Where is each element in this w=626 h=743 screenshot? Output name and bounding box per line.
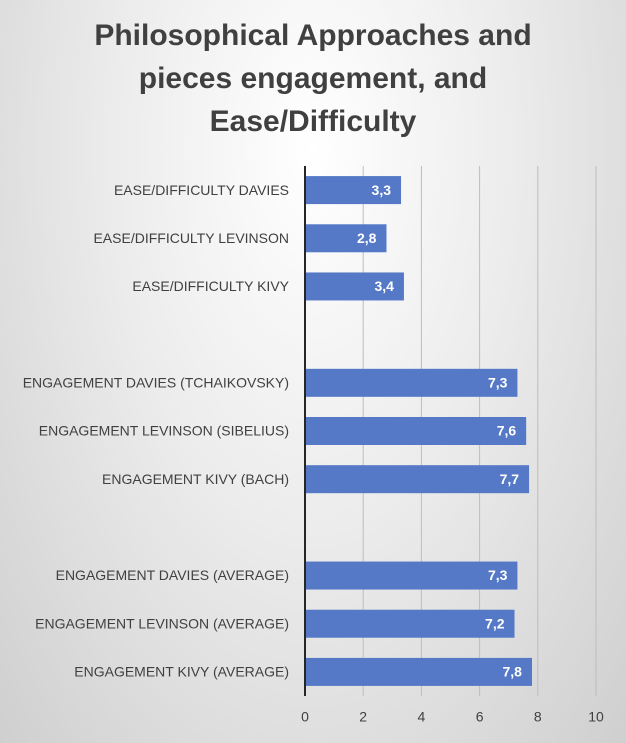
y-tick-label: ENGAGEMENT DAVIES (TCHAIKOVSKY) [23,375,289,391]
y-tick-label: ENGAGEMENT KIVY (AVERAGE) [74,664,289,680]
bar [305,465,530,494]
data-label: 3,3 [372,182,392,198]
data-label: 7,7 [500,471,520,487]
y-tick-label: EASE/DIFFICULTY LEVINSON [93,230,289,246]
bar [305,272,404,301]
bar [305,657,532,686]
y-tick-label: ENGAGEMENT LEVINSON (SIBELIUS) [39,423,289,439]
data-label: 7,3 [488,375,508,391]
x-tick-label: 6 [476,709,484,725]
bar [305,224,387,253]
x-tick-label: 2 [359,709,367,725]
data-label: 7,3 [488,567,508,583]
bar [305,609,515,638]
bar [305,561,518,590]
x-tick-label: 10 [588,709,604,725]
y-tick-label: ENGAGEMENT KIVY (BACH) [102,471,289,487]
x-tick-label: 8 [534,709,542,725]
data-label: 2,8 [357,230,377,246]
chart-title: Philosophical Approaches and pieces enga… [94,19,532,138]
data-label: 7,2 [485,615,505,631]
x-tick-label: 0 [301,709,309,725]
data-label: 3,4 [374,278,394,294]
data-label: 7,8 [503,664,523,680]
y-tick-label: EASE/DIFFICULTY DAVIES [114,182,289,198]
y-tick-label: ENGAGEMENT LEVINSON (AVERAGE) [35,615,289,631]
y-tick-label: ENGAGEMENT DAVIES (AVERAGE) [56,567,289,583]
bar [305,176,402,205]
bar [305,417,527,445]
x-tick-label: 4 [418,709,426,725]
bar [305,368,518,397]
y-tick-label: EASE/DIFFICULTY KIVY [132,278,289,294]
data-label: 7,6 [497,423,517,439]
